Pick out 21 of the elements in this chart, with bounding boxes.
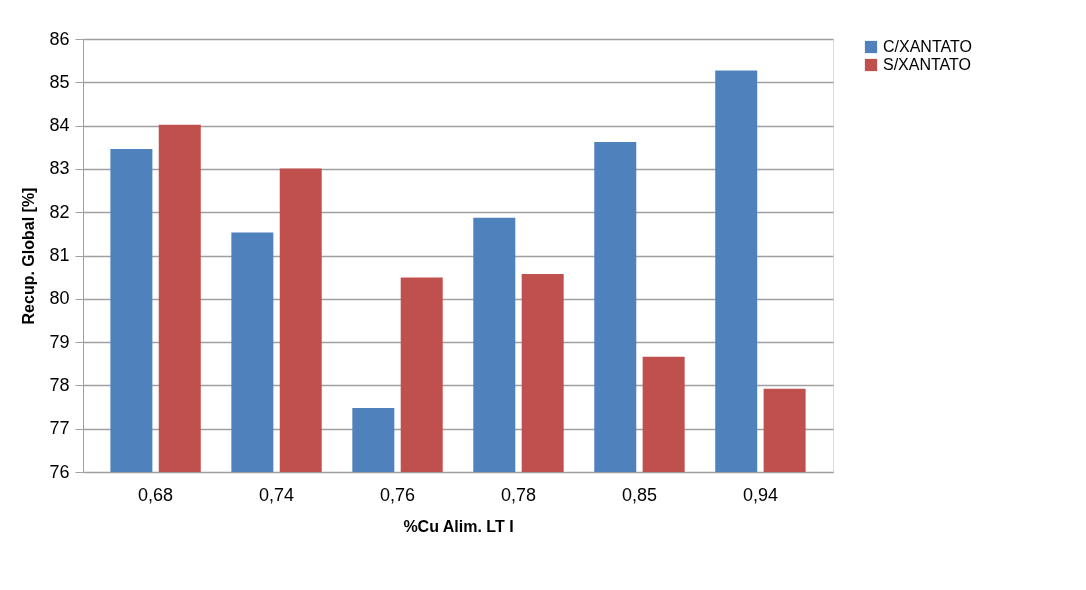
x-tick-label: 0,85 [621, 484, 657, 505]
x-tick-label: 0,68 [138, 484, 174, 505]
y-axis-title: Recup. Global [%] [20, 187, 38, 325]
x-tick-label: 0,74 [259, 484, 295, 505]
y-tick-label: 85 [49, 71, 70, 92]
x-axis-title: %Cu Alim. LT I [403, 517, 514, 535]
x-tick-label: 0,78 [500, 484, 537, 505]
y-tick-label: 82 [49, 201, 70, 222]
y-tick-label: 77 [49, 418, 70, 439]
y-tick-label: 79 [49, 331, 70, 352]
y-tick-label: 84 [49, 115, 70, 136]
x-tick-label: 0,94 [742, 484, 778, 505]
y-tick-label: 76 [49, 461, 70, 482]
x-tick-label: 0,76 [379, 484, 416, 505]
y-tick-label: 83 [49, 158, 70, 179]
legend-label: S/XANTATO [883, 56, 972, 73]
y-tick-label: 86 [49, 28, 70, 49]
legend-label: C/XANTATO [883, 38, 972, 55]
y-tick-label: 80 [49, 288, 70, 309]
y-tick-label: 78 [49, 374, 70, 395]
y-tick-label: 81 [49, 245, 70, 265]
